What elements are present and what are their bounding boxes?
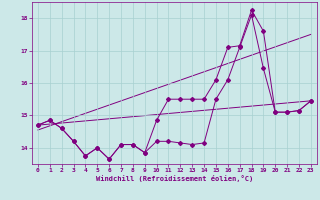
- X-axis label: Windchill (Refroidissement éolien,°C): Windchill (Refroidissement éolien,°C): [96, 175, 253, 182]
